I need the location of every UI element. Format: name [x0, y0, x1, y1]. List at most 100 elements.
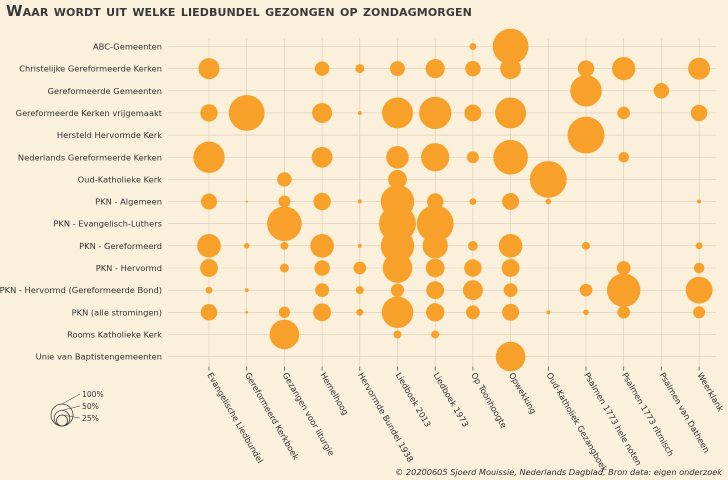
- bubble: [310, 234, 334, 258]
- bubble: [492, 28, 529, 65]
- bubble: [582, 241, 590, 250]
- bubble: [500, 58, 521, 80]
- legend-circle: [53, 410, 71, 427]
- bubble: [465, 305, 480, 320]
- bubble: [277, 172, 292, 187]
- bubble: [545, 198, 552, 205]
- bubble: [357, 199, 362, 204]
- bubble: [382, 253, 413, 283]
- bubble: [278, 306, 291, 318]
- bubble: [465, 60, 481, 77]
- legend-leader: [61, 405, 81, 411]
- bubble: [200, 259, 218, 277]
- bubble: [244, 288, 249, 293]
- bubble: [278, 195, 291, 208]
- size-legend: 100% 50% 25%: [50, 390, 104, 427]
- bubble: [688, 57, 711, 80]
- bubble: [380, 229, 415, 263]
- bubble: [469, 43, 477, 50]
- bubble: [313, 303, 332, 322]
- row-label: PKN - Gereformeerd: [79, 241, 162, 251]
- bubble: [462, 280, 483, 301]
- row-labels: ABC-Gemeenten Christelijke Gereformeerde …: [0, 42, 163, 362]
- bubble: [390, 61, 405, 77]
- row-label: Oud-Katholieke Kerk: [78, 174, 163, 184]
- bubble: [267, 206, 302, 242]
- bubble: [419, 96, 452, 130]
- source-credit: © 20200605 Sjoerd Mouissie, Nederlands D…: [395, 467, 722, 477]
- bubble: [466, 151, 479, 164]
- column-label: Weerklank: [695, 371, 726, 414]
- bubble: [314, 61, 330, 76]
- bubble: [431, 330, 440, 339]
- bubble: [546, 310, 551, 315]
- bubble: [314, 260, 330, 276]
- column-label: Hemelhoog: [318, 371, 350, 417]
- bubble: [493, 139, 528, 175]
- column-label: Opwekking: [507, 371, 539, 416]
- bubble: [697, 199, 702, 204]
- bubble: [388, 170, 407, 189]
- bubble: [245, 200, 248, 203]
- bubble: [618, 151, 629, 163]
- bubble: [617, 305, 631, 319]
- bubble: [464, 104, 482, 122]
- bubble: [617, 106, 631, 120]
- legend-label: 100%: [82, 390, 104, 399]
- bubble: [653, 83, 670, 99]
- bubble: [200, 104, 218, 122]
- bubble: [201, 193, 217, 210]
- bubble: [245, 310, 249, 314]
- bubble: [501, 259, 520, 277]
- bubble: [357, 110, 362, 115]
- bubble: [193, 141, 225, 173]
- legend-circle: [56, 414, 68, 427]
- legend-label: 50%: [82, 402, 99, 411]
- bubble: [577, 60, 595, 77]
- bubble: [243, 243, 250, 249]
- bubble: [315, 283, 330, 298]
- bubble: [502, 303, 520, 321]
- row-label: Unie van Baptistengemeenten: [36, 352, 162, 362]
- row-label: Rooms Katholieke Kerk: [67, 329, 162, 339]
- bubble: [464, 259, 482, 277]
- bubble: [386, 145, 409, 169]
- bubble: [612, 56, 636, 81]
- column-label: Liedboek 1973: [431, 371, 470, 429]
- bubble: [495, 97, 527, 129]
- bubble: [357, 243, 362, 248]
- bubble: [200, 304, 218, 321]
- bubble: [393, 330, 402, 339]
- bubble: [695, 242, 703, 250]
- legend-leader: [61, 393, 81, 405]
- column-label: Liedboek 2013: [394, 371, 433, 429]
- legend-label: 25%: [82, 414, 99, 423]
- bubble: [205, 286, 213, 294]
- bubble: [690, 104, 708, 122]
- row-label: PKN - Evangelisch-Luthers: [53, 219, 162, 229]
- bubble: [583, 309, 589, 316]
- bubble: [426, 193, 444, 210]
- row-label: PKN - Hervormd: [96, 263, 162, 273]
- bubble: [693, 262, 705, 274]
- bubble: [616, 261, 631, 275]
- row-label: ABC-Gemeenten: [93, 42, 162, 52]
- bubble: [469, 198, 477, 206]
- bubble: [382, 97, 413, 129]
- bubble: [416, 205, 454, 243]
- bubble: [468, 240, 478, 251]
- bubble: [685, 276, 713, 304]
- bubble: [567, 116, 605, 154]
- bubble: [426, 303, 445, 322]
- bubble: [311, 146, 333, 168]
- bubble: [503, 283, 518, 298]
- bubble: [381, 296, 414, 329]
- row-label: Gereformeerde Gemeenten: [48, 86, 162, 96]
- bubble: [422, 233, 448, 259]
- bubble: [502, 193, 520, 211]
- legend-leader: [61, 414, 81, 419]
- bubble: [280, 241, 289, 250]
- bubble: [579, 283, 593, 297]
